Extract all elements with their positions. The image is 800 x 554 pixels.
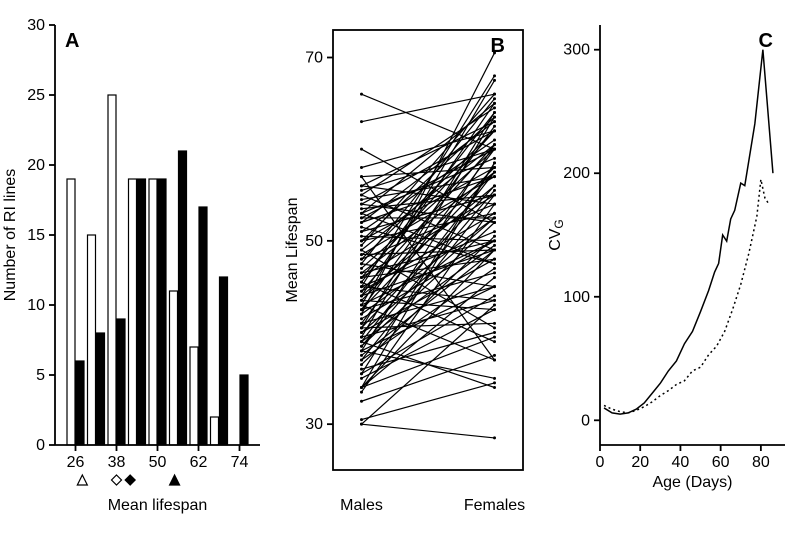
svg-text:15: 15	[27, 227, 45, 244]
svg-text:C: C	[759, 30, 773, 52]
svg-text:26: 26	[67, 454, 85, 471]
svg-text:20: 20	[27, 157, 45, 174]
svg-text:Females: Females	[464, 497, 525, 514]
svg-text:38: 38	[108, 454, 126, 471]
svg-text:30: 30	[305, 416, 323, 433]
svg-text:20: 20	[631, 454, 649, 471]
svg-text:80: 80	[752, 454, 770, 471]
svg-text:Age (Days): Age (Days)	[652, 474, 732, 491]
svg-text:200: 200	[563, 165, 590, 182]
svg-text:Number of RI lines: Number of RI lines	[2, 169, 19, 302]
svg-text:62: 62	[190, 454, 208, 471]
svg-text:0: 0	[36, 437, 45, 454]
svg-text:30: 30	[27, 17, 45, 34]
svg-text:25: 25	[27, 87, 45, 104]
svg-text:A: A	[65, 30, 79, 52]
svg-text:50: 50	[305, 233, 323, 250]
svg-text:300: 300	[563, 42, 590, 59]
svg-text:70: 70	[305, 50, 323, 67]
svg-text:10: 10	[27, 297, 45, 314]
svg-text:Mean lifespan: Mean lifespan	[108, 497, 208, 514]
svg-text:0: 0	[581, 412, 590, 429]
svg-text:5: 5	[36, 367, 45, 384]
svg-text:0: 0	[596, 454, 605, 471]
svg-text:74: 74	[231, 454, 249, 471]
svg-text:100: 100	[563, 289, 590, 306]
svg-text:40: 40	[672, 454, 690, 471]
svg-text:60: 60	[712, 454, 730, 471]
svg-text:B: B	[491, 35, 505, 57]
svg-text:50: 50	[149, 454, 167, 471]
svg-text:Mean Lifespan: Mean Lifespan	[284, 198, 301, 303]
svg-text:CVG: CVG	[547, 219, 566, 251]
svg-text:Males: Males	[340, 497, 383, 514]
